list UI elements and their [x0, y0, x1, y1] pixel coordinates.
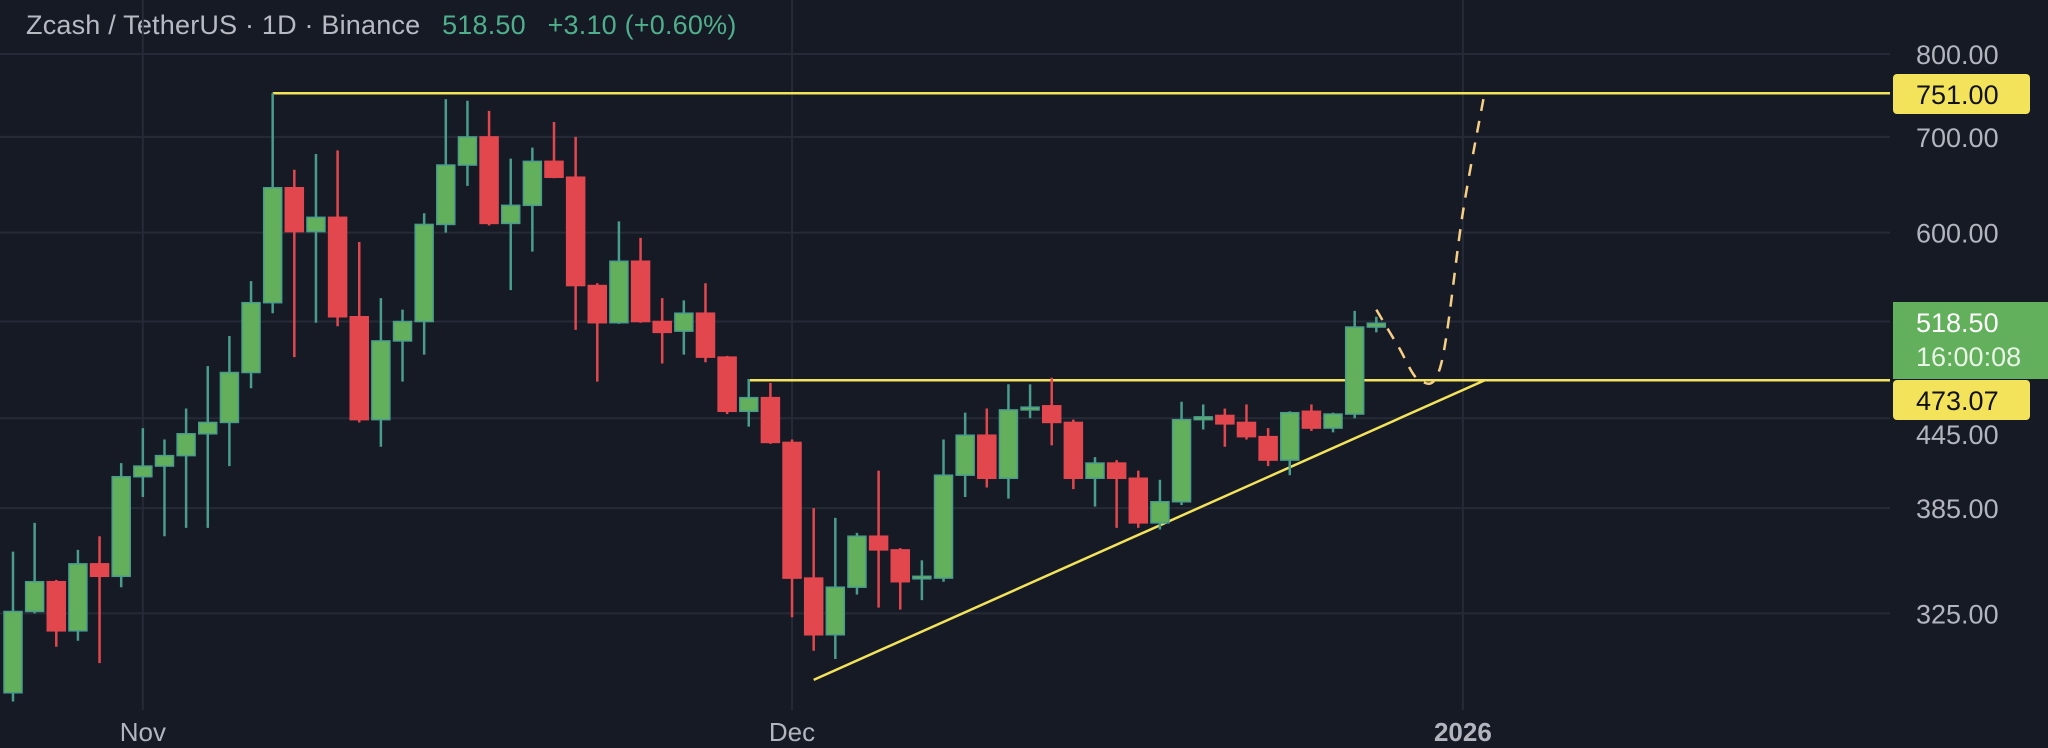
price-axis-label: 800.00	[1916, 40, 1999, 70]
candle-up	[1323, 413, 1343, 429]
candle-down	[479, 136, 499, 225]
candle-down	[327, 216, 348, 318]
candle-down	[1063, 421, 1084, 480]
candle-up	[933, 474, 954, 579]
candle-up	[1344, 326, 1365, 415]
candle-up	[154, 454, 175, 467]
candle-up	[825, 586, 846, 636]
ascending-trendline[interactable]	[813, 379, 1486, 682]
candle-down	[46, 580, 67, 632]
candle-up	[609, 260, 629, 324]
candle-down	[803, 577, 824, 636]
candle-up	[500, 204, 521, 225]
price-change: +3.10 (+0.60%)	[547, 10, 737, 40]
candle-up	[219, 371, 240, 424]
candle-up	[68, 563, 88, 632]
last-price-tag: 518.50	[1916, 308, 1999, 338]
candle-down	[652, 320, 672, 334]
candle-down	[717, 356, 737, 413]
drawings[interactable]	[272, 92, 1890, 682]
candle-up	[198, 421, 218, 435]
candle-up	[1366, 322, 1387, 328]
candle-up	[241, 301, 261, 374]
candle-down	[565, 176, 586, 287]
price-axis-label: 325.00	[1916, 599, 1999, 629]
chart-header: Zcash / TetherUS · 1D · Binance 518.50 +…	[26, 10, 737, 41]
candle-down	[1258, 435, 1278, 461]
candle-up	[522, 160, 543, 207]
candle-up	[306, 216, 326, 233]
price-axis-label: 700.00	[1916, 123, 1999, 153]
resistance-tag-bg	[1893, 74, 2030, 114]
candle-up	[955, 434, 975, 476]
candle-up	[1193, 416, 1213, 421]
candle-down	[1215, 414, 1235, 425]
candle-up	[414, 223, 434, 323]
candle-down	[284, 186, 305, 233]
last-price-tag-bg	[1893, 302, 2048, 379]
candle-down	[1041, 405, 1062, 424]
candle-up	[392, 320, 413, 342]
candle-up	[1150, 501, 1170, 524]
projection-layer[interactable]	[1375, 93, 1486, 385]
candle-up	[111, 475, 131, 578]
projection-path[interactable]	[1375, 93, 1486, 385]
candle-down	[868, 535, 889, 551]
candle-up	[1085, 462, 1105, 480]
candle-up	[674, 312, 694, 332]
candle-down	[890, 549, 910, 583]
candle-down	[695, 312, 716, 358]
price-axis-label: 600.00	[1916, 219, 1999, 249]
candle-down	[544, 160, 564, 178]
candle-down	[1128, 477, 1149, 524]
candle-down	[1301, 410, 1322, 429]
symbol-title: Zcash / TetherUS · 1D · Binance	[26, 10, 421, 40]
candle-up	[998, 409, 1019, 480]
candle-up	[739, 396, 759, 413]
candle-up	[371, 340, 391, 421]
candle-up	[133, 465, 153, 478]
time-axis-label: 2026	[1434, 717, 1492, 747]
grid	[0, 0, 1890, 710]
candle-down	[782, 441, 802, 579]
breakout-tag-bg	[1893, 380, 2030, 420]
resistance-tag: 751.00	[1916, 80, 1999, 110]
breakout-tag: 473.07	[1916, 386, 1999, 416]
candle-down	[587, 284, 608, 324]
candle-up	[436, 164, 456, 226]
candles	[3, 93, 1387, 702]
candle-up	[847, 535, 867, 588]
time-axis-label: Nov	[120, 717, 166, 747]
last-price: 518.50	[442, 10, 526, 40]
price-axis[interactable]: 800.00 700.00 600.00 445.00 385.00 325.00	[1916, 40, 1999, 629]
candle-up	[176, 433, 196, 457]
candle-up	[24, 580, 45, 613]
time-axis[interactable]: Nov Dec 2026	[120, 717, 1492, 747]
candle-up	[912, 575, 932, 580]
candle-down	[630, 260, 651, 323]
candle-down	[1106, 462, 1127, 480]
price-tags: 751.00 518.50 16:00:08 473.07	[1893, 74, 2048, 420]
candle-up	[1171, 418, 1192, 503]
candle-down	[1236, 421, 1257, 438]
candle-down	[977, 434, 997, 480]
price-axis-label: 385.00	[1916, 494, 1999, 524]
candle-down	[760, 396, 781, 444]
time-axis-label: Dec	[769, 717, 815, 747]
candle-up	[457, 136, 478, 166]
candle-down	[349, 316, 369, 421]
candle-up	[262, 186, 283, 304]
price-axis-label: 445.00	[1916, 420, 1999, 450]
candle-up	[1280, 411, 1300, 461]
candle-countdown: 16:00:08	[1916, 342, 2021, 372]
candle-up	[1020, 406, 1040, 411]
candle-down	[89, 563, 110, 578]
candle-up	[3, 610, 23, 694]
